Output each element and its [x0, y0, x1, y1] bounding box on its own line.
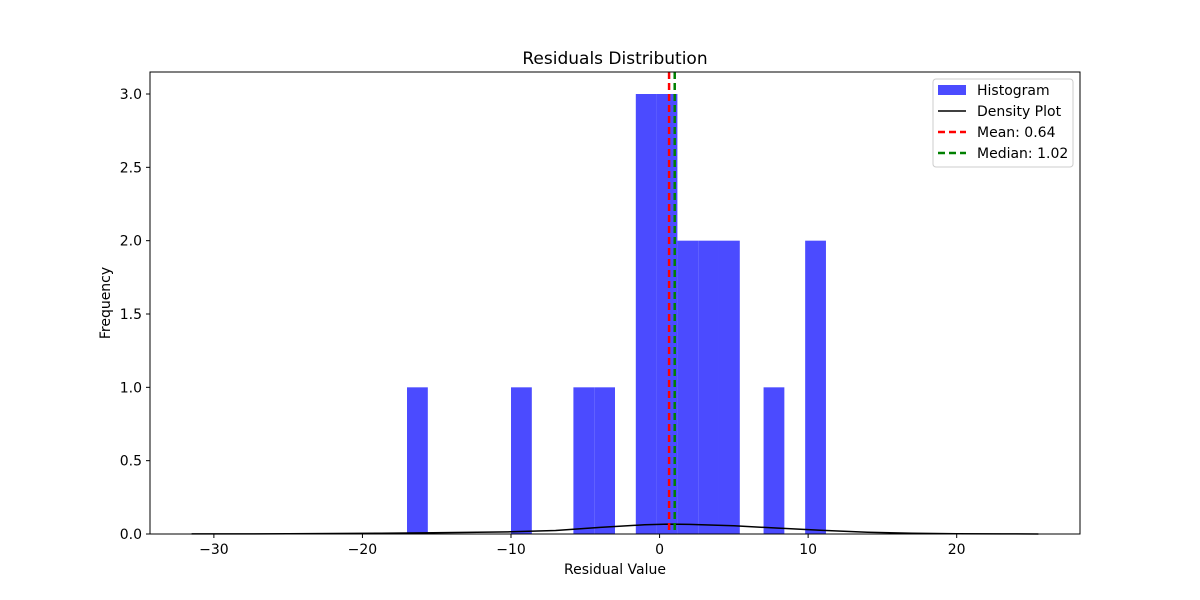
legend-swatch-histogram	[938, 85, 966, 95]
histogram-bar-1	[511, 387, 532, 534]
x-tick-label: 10	[799, 542, 817, 558]
x-tick-label: −20	[348, 542, 378, 558]
legend-label: Density Plot	[977, 104, 1062, 120]
y-axis-label: Frequency	[98, 267, 114, 339]
x-tick-label: 20	[948, 542, 966, 558]
histogram-bar-3	[594, 387, 615, 534]
x-axis-ticks: −30 −20 −10 0 10 20	[199, 534, 966, 558]
y-tick-label: 0.0	[120, 527, 142, 543]
histogram-bars	[407, 94, 826, 535]
y-tick-label: 2.0	[120, 234, 142, 250]
histogram-bar-4	[635, 94, 657, 534]
y-axis-ticks: 0.0 0.5 1.0 1.5 2.0 2.5 3.0	[120, 87, 150, 543]
y-tick-label: 0.5	[120, 454, 142, 470]
y-tick-label: 3.0	[120, 87, 142, 103]
x-axis-label: Residual Value	[564, 562, 666, 578]
histogram-bar-7	[698, 240, 719, 535]
chart-title: Residuals Distribution	[522, 49, 707, 69]
legend-label: Median: 1.02	[977, 146, 1068, 162]
x-tick-label: −10	[496, 542, 526, 558]
legend-label: Histogram	[977, 83, 1050, 99]
histogram-bar-0	[407, 387, 428, 534]
histogram-bar-10	[805, 240, 826, 535]
density-curve	[191, 523, 1039, 535]
density-layer	[191, 523, 1039, 535]
histogram-bar-8	[718, 240, 740, 535]
histogram-bar-2	[573, 387, 595, 534]
x-tick-label: −30	[199, 542, 229, 558]
plot-area-frame	[149, 71, 1081, 535]
histogram-bar-5	[656, 94, 678, 534]
legend: Histogram Density Plot Mean: 0.64 Median: 1…	[932, 78, 1074, 168]
x-tick-label: 0	[655, 542, 664, 558]
histogram-bar-6	[677, 240, 699, 535]
histogram-bar-9	[763, 387, 785, 534]
legend-label: Mean: 0.64	[977, 125, 1056, 141]
y-tick-label: 1.5	[120, 307, 142, 323]
y-tick-label: 1.0	[120, 380, 142, 396]
reference-lines	[667, 72, 676, 534]
legend-box	[932, 78, 1074, 168]
y-tick-label: 2.5	[120, 160, 142, 176]
